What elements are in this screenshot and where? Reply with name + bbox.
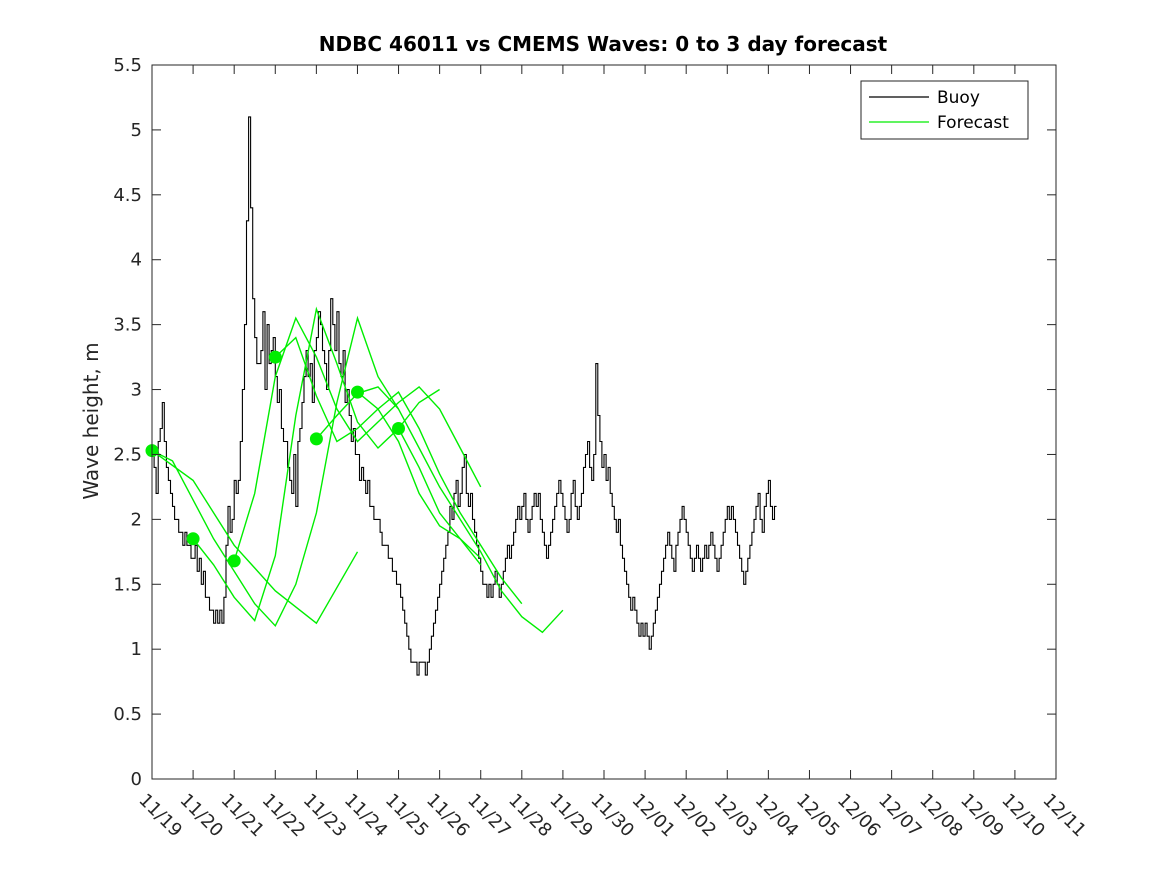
- forecast-marker: [392, 422, 405, 435]
- forecast-marker: [351, 385, 364, 399]
- y-tick-label: 0.5: [113, 704, 142, 725]
- buoy-series-line: [152, 116, 777, 676]
- x-tick-label: 12/11: [1038, 790, 1090, 842]
- x-tick-label: 12/07: [874, 790, 926, 842]
- x-tick-label: 11/25: [381, 790, 433, 842]
- x-tick-label: 11/23: [299, 790, 351, 842]
- x-tick-label: 11/20: [176, 790, 228, 842]
- x-tick-label: 11/19: [134, 790, 186, 842]
- y-tick-label: 4: [131, 250, 142, 271]
- x-tick-label: 11/29: [545, 790, 597, 842]
- x-tick-label: 11/24: [340, 790, 392, 842]
- y-tick-label: 0: [131, 769, 142, 790]
- x-tick-label: 12/03: [710, 790, 762, 842]
- x-tick-label: 11/27: [463, 790, 515, 842]
- axes-frame: [151, 64, 1057, 780]
- legend-box: [860, 80, 1029, 140]
- forecast-marker: [186, 532, 200, 546]
- forecast-marker: [227, 554, 241, 568]
- y-tick-label: 5: [131, 120, 142, 141]
- x-tick-label: 12/08: [915, 790, 967, 842]
- forecast-marker: [309, 432, 323, 446]
- forecast-run-line-1: [151, 315, 400, 628]
- plot-area: [145, 116, 777, 676]
- x-tick-label: 12/04: [751, 790, 803, 842]
- y-tick-label: 3.5: [113, 315, 142, 336]
- x-tick-label: 11/26: [422, 790, 474, 842]
- x-tick-label: 12/01: [628, 790, 680, 842]
- y-tick-label: 1: [131, 639, 142, 660]
- x-tick-label: 12/06: [833, 790, 885, 842]
- forecast-run-line-0: [151, 450, 359, 625]
- y-tick-label: 2: [131, 509, 142, 530]
- forecast-run-line-7: [397, 428, 482, 566]
- x-tick-label: 12/05: [792, 790, 844, 842]
- y-tick-label: 3: [131, 380, 142, 401]
- x-tick-label: 11/30: [586, 790, 638, 842]
- y-tick-label: 2.5: [113, 444, 142, 465]
- x-tick-label: 12/10: [997, 790, 1049, 842]
- x-tick-label: 11/21: [217, 790, 269, 842]
- forecast-run-line-4: [274, 336, 523, 605]
- x-tick-label: 11/28: [504, 790, 556, 842]
- chart-title: NDBC 46011 vs CMEMS Waves: 0 to 3 day fo…: [319, 32, 888, 56]
- y-axis-title: Wave height, m: [79, 342, 103, 499]
- forecast-run-line-3: [233, 316, 482, 562]
- x-tick-label: 11/22: [258, 790, 310, 842]
- y-tick-label: 5.5: [113, 55, 142, 76]
- x-tick-label: 12/02: [669, 790, 721, 842]
- legend-label: Forecast: [937, 113, 1009, 133]
- y-tick-label: 1.5: [113, 574, 142, 595]
- forecast-marker: [268, 350, 282, 364]
- x-tick-label: 12/09: [956, 790, 1008, 842]
- legend-label: Buoy: [937, 88, 980, 108]
- y-tick-label: 4.5: [113, 185, 142, 206]
- legend: Buoy Forecast: [860, 80, 1029, 140]
